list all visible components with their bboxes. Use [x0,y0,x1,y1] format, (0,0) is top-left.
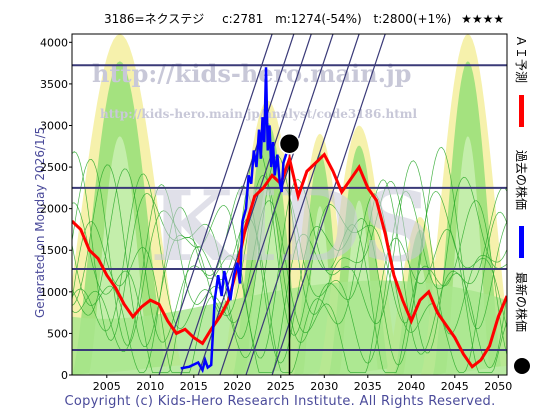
legend-ai-forecast-label: ＡＩ予測 [514,35,528,83]
channel-line [180,34,295,375]
x-tick-label: 2025 [267,380,295,393]
latest-crosshair [237,143,291,375]
x-tick-label: 2020 [223,380,251,393]
x-tick-label: 2010 [136,380,164,393]
stock-code-name: 3186=ネクステジ [104,12,204,26]
legend: ＡＩ予測 過去の株価 最新の株価 [514,35,530,374]
y-tick-label: 0 [61,369,68,382]
y-tick-label: 3000 [40,119,68,132]
x-tick-label: 2030 [310,380,338,393]
watermark-url-analyst: http://kids-hero.main.jp/analyst/code318… [100,107,417,121]
copyright-footer: Copyright (c) Kids-Hero Research Institu… [64,394,496,409]
legend-past-price-label: 過去の株価 [514,150,529,210]
legend-latest-price-label: 最新の株価 [514,272,529,332]
x-tick-label: 2050 [484,380,512,393]
legend-latest-price-dot [514,358,530,374]
x-axis: 2005 2010 2015 2020 2025 2030 2035 2040 2045 2050 [93,375,512,393]
y-tick-label: 500 [47,327,68,340]
legend-ai-forecast-swatch [519,95,524,127]
channel-line [219,34,334,375]
x-tick-label: 2035 [354,380,382,393]
y-tick-label: 3500 [40,78,68,91]
x-tick-label: 2045 [441,380,469,393]
y-tick-label: 2500 [40,161,68,174]
y-tick-label: 2000 [40,203,68,216]
channel-line [271,34,386,375]
x-tick-label: 2015 [180,380,208,393]
x-tick-label: 2005 [93,380,121,393]
channel-line [197,34,312,375]
y-tick-label: 4000 [40,36,68,49]
plot-frame [71,33,508,376]
trend-channel [158,34,386,375]
watermark-url: http://kids-hero.main.jp [92,59,411,88]
y-tick-label: 1000 [40,286,68,299]
ai-forecast-line [72,152,507,369]
past-price-line [180,67,291,374]
legend-past-price-swatch [519,226,524,258]
y-tick-label: 1500 [40,244,68,257]
latest-price-marker [278,132,301,155]
target-price: t:2800(+1%) [374,12,452,26]
rating-stars: ★★★★ [461,12,504,26]
svg-text:3186=ネクステジ c:2781 m:12: 3186=ネクステジ c:2781 m:1274(-54%) t:2800(+1… [104,12,504,26]
channel-line [158,34,273,375]
generated-date: Generated on Monday 2026/1/5. [33,123,47,318]
y-axis: 0 500 1000 1500 2000 2500 3000 3500 4000 [40,36,72,382]
channel-line [245,34,360,375]
current-price: c:2781 [222,12,263,26]
minimum-price: m:1274(-54%) [275,12,362,26]
x-tick-label: 2040 [397,380,425,393]
